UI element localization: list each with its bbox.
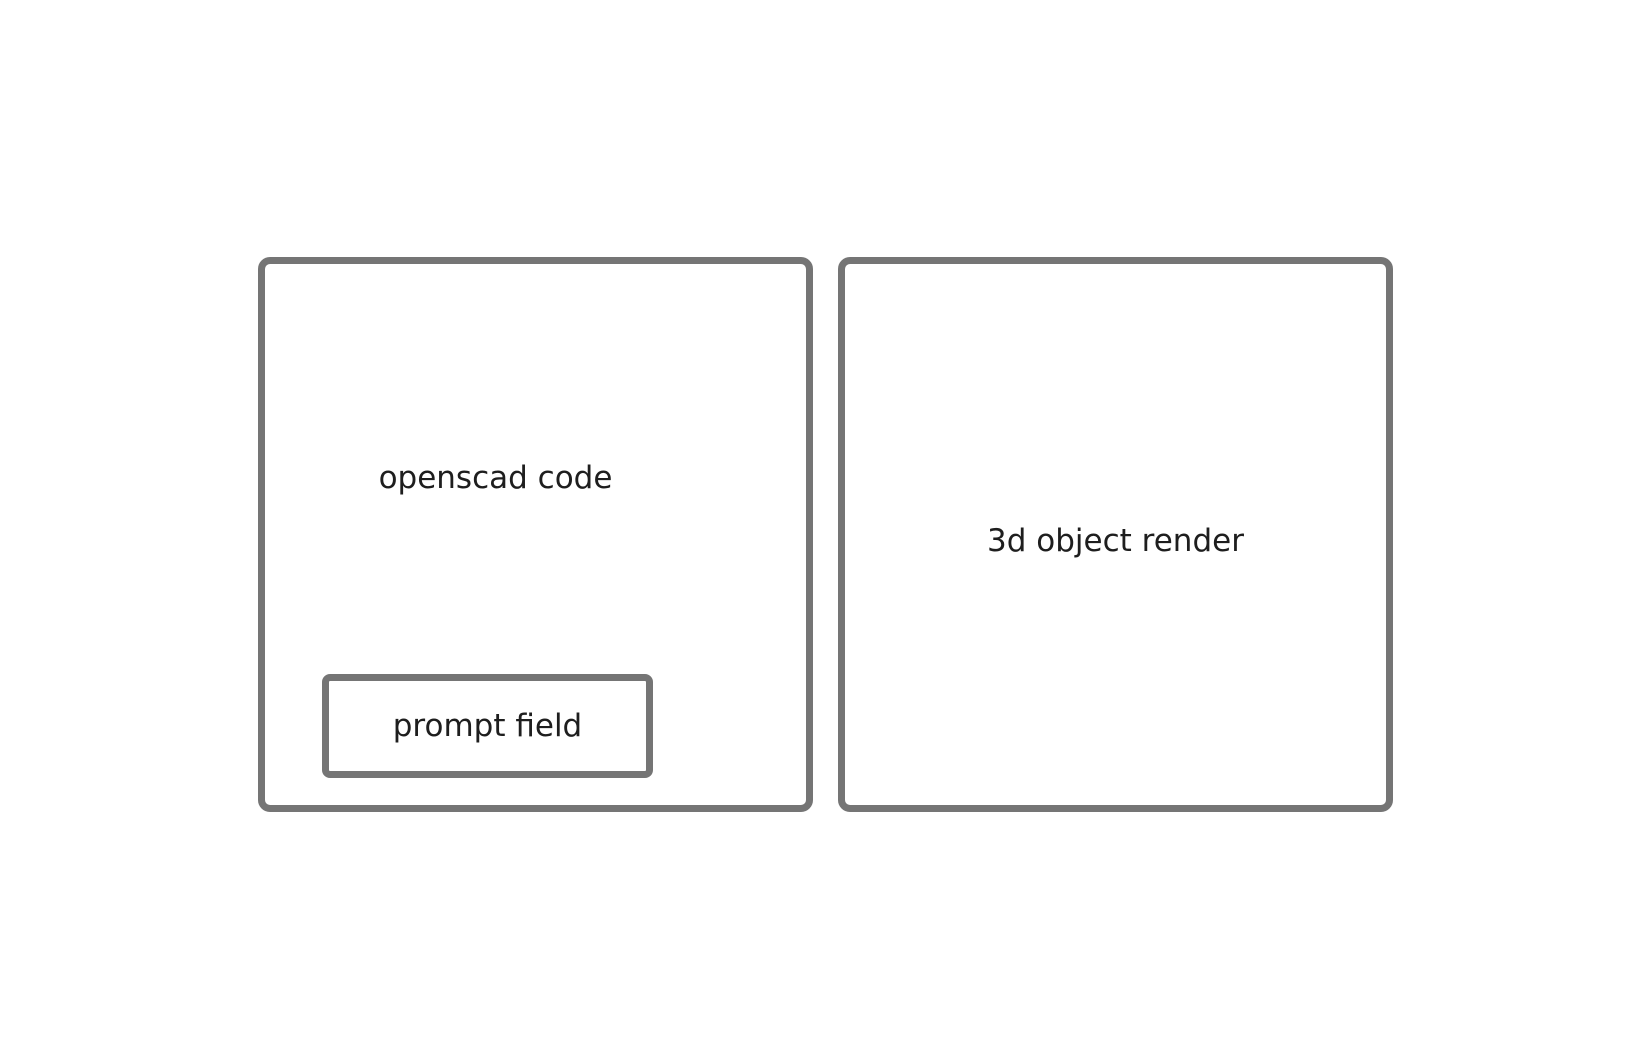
openscad-code-panel[interactable]: openscad code prompt field bbox=[258, 257, 813, 812]
3d-object-render-label: 3d object render bbox=[987, 523, 1244, 559]
prompt-field[interactable]: prompt field bbox=[322, 674, 653, 778]
prompt-field-label: prompt field bbox=[392, 708, 583, 744]
3d-object-render-panel[interactable]: 3d object render bbox=[838, 257, 1393, 812]
openscad-code-label: openscad code bbox=[378, 460, 613, 496]
